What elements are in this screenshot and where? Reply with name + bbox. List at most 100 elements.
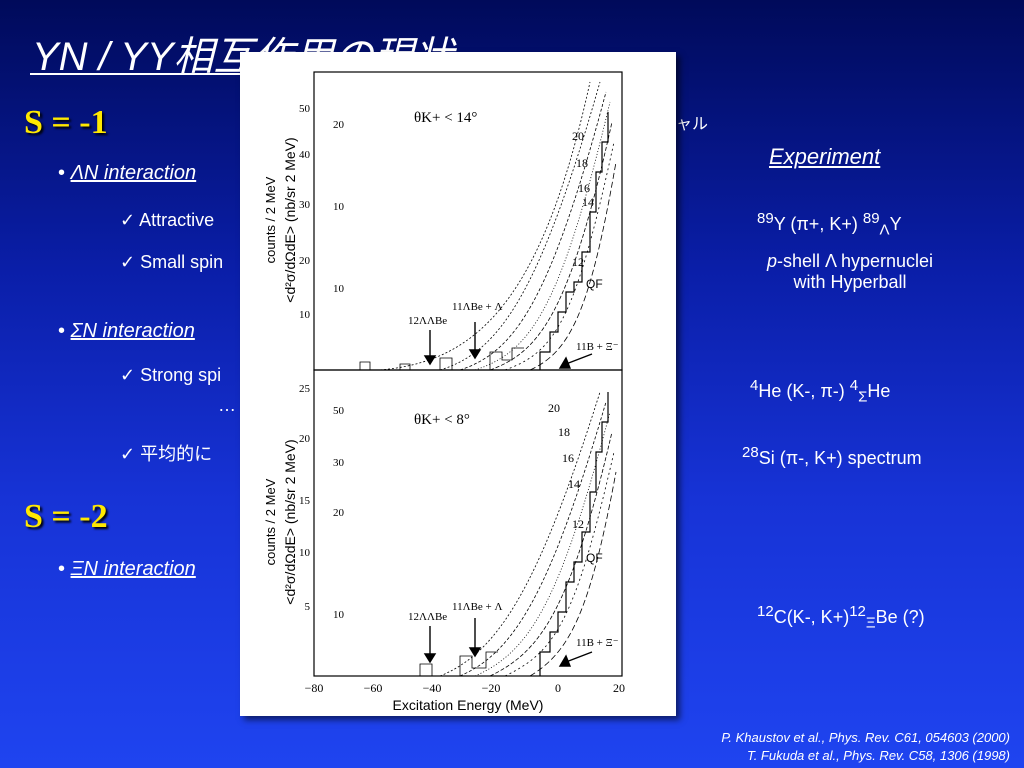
exp-y89-prod: Y	[889, 214, 902, 234]
bottom-left-ylabel: <d²σ/dΩdE> (nb/sr 2 MeV)	[282, 439, 298, 604]
exp-he4-prodsub: Σ	[858, 388, 868, 406]
exp-c12-prodmass: 12	[849, 603, 866, 620]
curve-label: 18	[558, 425, 570, 439]
x-tick: −20	[482, 681, 501, 695]
curve-label: 20	[572, 129, 584, 143]
bottom-left-tick: 10	[299, 547, 311, 559]
top-curve-labels: 20 18 16 14 12 QF	[572, 129, 603, 291]
exp-c12-target: C	[773, 607, 787, 627]
x-tick: 0	[555, 681, 561, 695]
top-curves	[359, 81, 617, 371]
bottom-annotations: 12ΛΛBe 11ΛBe + Λ 11B + Ξ⁻	[408, 601, 619, 649]
exp-he4-target: He	[758, 381, 782, 401]
be11-annotation: 11ΛBe + Λ	[452, 301, 502, 313]
top-right-ylabel-group: counts / 2 MeV	[263, 176, 278, 263]
bottom-curves	[419, 391, 617, 677]
bottom-panel-frame	[313, 369, 623, 677]
item-attractive: ✓ Attractive	[120, 210, 215, 230]
bottom-left-tick: 25	[299, 383, 311, 395]
bullet-sigma-n-label: ΣN interaction	[70, 320, 195, 342]
bottom-inner-tick: 20	[333, 507, 345, 519]
bottom-inner-tick: 10	[333, 609, 345, 621]
stray-text: ャル	[676, 116, 709, 133]
curve-label: 12	[572, 255, 584, 269]
item-attractive-text: Attractive	[139, 210, 215, 230]
bottom-right-ylabel: counts / 2 MeV	[263, 478, 278, 565]
top-left-ylabel-group: <d²σ/dΩdE> (nb/sr 2 MeV)	[282, 137, 298, 302]
exp-c12-prod: Be (?)	[875, 607, 925, 627]
exp-he4-mass: 4	[750, 377, 759, 394]
top-cut-label: θK+ < 14°	[414, 110, 477, 126]
x-tick: −60	[364, 681, 383, 695]
item-small-spin: ✓ Small spin	[120, 252, 224, 272]
bullet-lambda-n: • ΛN interaction	[58, 162, 197, 184]
exp-si28: 28Si (π-, K+) spectrum	[742, 444, 922, 469]
top-left-tick: 30	[299, 199, 311, 211]
exp-p-shell: p-shell Λ hypernuclei with Hyperball	[745, 251, 955, 293]
exp-y89-prodsub: Λ	[879, 221, 890, 239]
item-average-text: 平均的に	[140, 444, 213, 464]
exp-y89-mass: 89	[757, 210, 774, 227]
bullet-sigma-n: • ΣN interaction	[58, 320, 195, 342]
exp-y89-probe: (π+, K+)	[790, 214, 858, 234]
curve-label: 16	[562, 451, 574, 465]
bottom-inner-tick: 30	[333, 457, 345, 469]
top-inner-tick: 10	[333, 201, 345, 213]
bottom-arrows	[423, 618, 593, 667]
exp-he4: 4He (K-, π-) 4ΣHe	[750, 377, 890, 406]
bottom-inner-tick: 50	[333, 405, 345, 417]
experiment-heading: Experiment	[769, 144, 881, 169]
b11-annotation: 11B + Ξ⁻	[576, 341, 619, 353]
b11-annotation: 11B + Ξ⁻	[576, 637, 619, 649]
curve-label: 16	[578, 181, 590, 195]
be12-annotation: 12ΛΛBe	[408, 315, 447, 327]
x-ticks: −80 −60 −40 −20 0 20	[305, 681, 625, 695]
exp-he4-probe: (K-, π-)	[786, 381, 845, 401]
curve-label: 14	[582, 195, 594, 209]
reference-khaustov: P. Khaustov et al., Phys. Rev. C61, 0546…	[721, 730, 1010, 745]
section-s-minus-1: S = -1	[24, 104, 108, 141]
top-left-tick: 50	[299, 103, 311, 115]
bottom-curve-labels: 20 18 16 14 12 QF	[548, 401, 603, 565]
exp-si28-mass: 28	[742, 444, 759, 461]
spectrum-figure: <d²σ/dΩdE> (nb/sr 2 MeV) counts / 2 MeV …	[240, 52, 676, 716]
exp-c12-probe: (K-, K+)	[786, 607, 850, 627]
exp-y89: 89Y (π+, K+) 89ΛY	[757, 210, 902, 239]
bottom-left-tick: 20	[299, 433, 311, 445]
bullet-xi-n-label: ΞN interaction	[70, 558, 196, 580]
curve-label: 12	[572, 517, 584, 531]
spectrum-svg: <d²σ/dΩdE> (nb/sr 2 MeV) counts / 2 MeV …	[263, 71, 625, 713]
item-small-spin-text: Small spin	[140, 252, 224, 272]
exp-p-shell-line2: with Hyperball	[793, 272, 907, 292]
top-annotations: 12ΛΛBe 11ΛBe + Λ 11B + Ξ⁻	[408, 301, 619, 353]
x-tick: −80	[305, 681, 324, 695]
exp-p-shell-p: p	[766, 251, 777, 271]
bullet-xi-n: • ΞN interaction	[58, 558, 196, 580]
bottom-left-tick: 15	[299, 495, 311, 507]
top-right-ylabel: counts / 2 MeV	[263, 176, 278, 263]
exp-si28-target: Si	[758, 448, 775, 468]
x-axis-label: Excitation Energy (MeV)	[393, 697, 544, 713]
bottom-left-ticks: 25 20 15 10 5	[299, 383, 311, 613]
top-arrows	[423, 322, 593, 369]
exp-c12: 12C(K-, K+)12ΞBe (?)	[757, 603, 925, 632]
item-strong-spin-text: Strong spi	[140, 365, 222, 385]
x-tick: 20	[613, 681, 625, 695]
curve-label: 18	[576, 156, 588, 170]
x-tick: −40	[423, 681, 442, 695]
top-left-tick: 20	[299, 255, 311, 267]
top-left-ticks: 50 40 30 20 10	[299, 103, 311, 321]
exp-y89-prodmass: 89	[862, 210, 880, 227]
exp-si28-probe: (π-, K+) spectrum	[779, 448, 922, 468]
curve-label: 20	[548, 401, 560, 415]
top-left-tick: 10	[299, 309, 311, 321]
bottom-left-ylabel-group: <d²σ/dΩdE> (nb/sr 2 MeV)	[282, 439, 298, 604]
item-average: ✓ 平均的に	[120, 444, 213, 464]
exp-p-shell-line1: -shell Λ hypernuclei	[776, 251, 934, 271]
item-ellipsis: …	[218, 395, 236, 415]
top-left-tick: 40	[299, 149, 311, 161]
exp-he4-prodmass: 4	[849, 377, 859, 394]
curve-label: 14	[568, 477, 580, 491]
exp-y89-target: Y	[773, 214, 786, 234]
be11-annotation: 11ΛBe + Λ	[452, 601, 502, 613]
